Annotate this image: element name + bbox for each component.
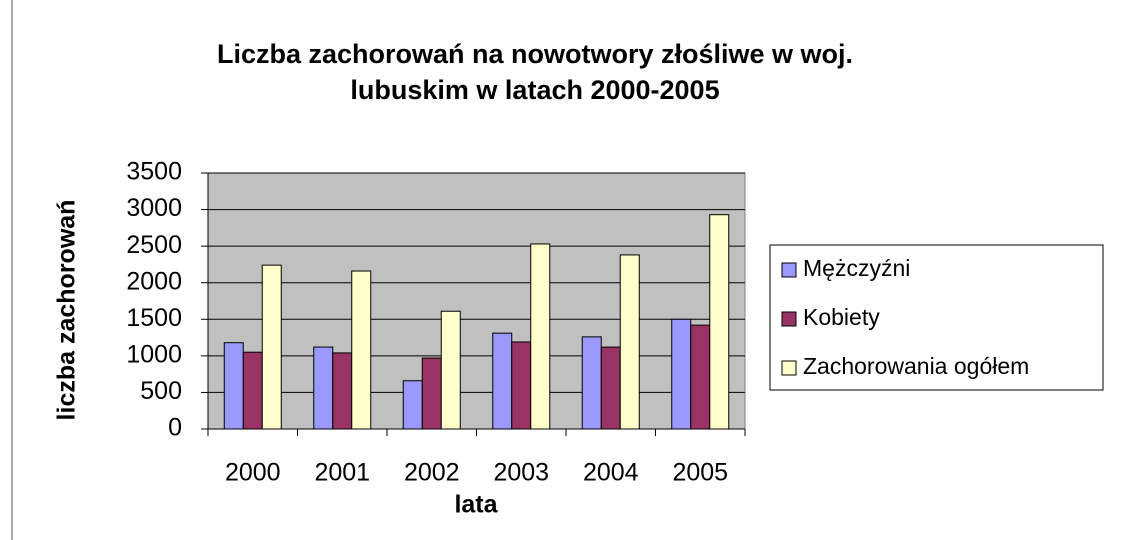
- bar: [332, 352, 353, 430]
- y-axis-label: liczba zachorowań: [53, 200, 81, 421]
- chart-title: Liczba zachorowań na nowotwory złośliwe …: [217, 39, 853, 69]
- bar: [600, 346, 621, 430]
- plot-area: [207, 172, 746, 430]
- bar: [421, 357, 442, 430]
- bar: [619, 254, 640, 430]
- bar: [242, 351, 263, 430]
- bar: [351, 270, 372, 430]
- y-tick-label: 2000: [126, 267, 182, 295]
- y-tick-label: 0: [168, 414, 182, 442]
- y-tick-label: 1000: [126, 340, 182, 368]
- y-tick-label: 3500: [126, 158, 182, 186]
- legend-swatch: [781, 360, 797, 376]
- x-tick-label: 2003: [493, 459, 549, 487]
- bar: [709, 214, 730, 430]
- bar: [671, 318, 692, 430]
- x-tick-label: 2001: [314, 459, 370, 487]
- x-tick-label: 2004: [583, 459, 639, 487]
- y-tick-label: 2500: [126, 231, 182, 259]
- y-tick-label: 3000: [126, 194, 182, 222]
- legend-label: Zachorowania ogółem: [803, 353, 1029, 379]
- legend: [769, 244, 1104, 391]
- legend-label: Mężczyźni: [803, 255, 910, 281]
- bar: [440, 310, 461, 430]
- legend-swatch: [781, 311, 797, 327]
- chart-title: lubuskim w latach 2000-2005: [350, 75, 719, 105]
- bar: [690, 324, 711, 430]
- bar: [511, 341, 532, 430]
- bar: [402, 380, 423, 430]
- legend-label: Kobiety: [803, 304, 880, 330]
- x-axis-label: lata: [454, 491, 498, 519]
- bar: [530, 243, 551, 430]
- bar: [261, 264, 282, 430]
- y-tick-label: 1500: [126, 304, 182, 332]
- x-tick-label: 2002: [404, 459, 460, 487]
- x-tick-label: 2005: [672, 459, 728, 487]
- x-tick-label: 2000: [225, 459, 281, 487]
- bar: [223, 342, 244, 430]
- y-tick-label: 500: [140, 377, 182, 405]
- bar: [581, 336, 602, 430]
- bar: [313, 346, 334, 430]
- bar: [492, 332, 513, 430]
- legend-swatch: [781, 262, 797, 278]
